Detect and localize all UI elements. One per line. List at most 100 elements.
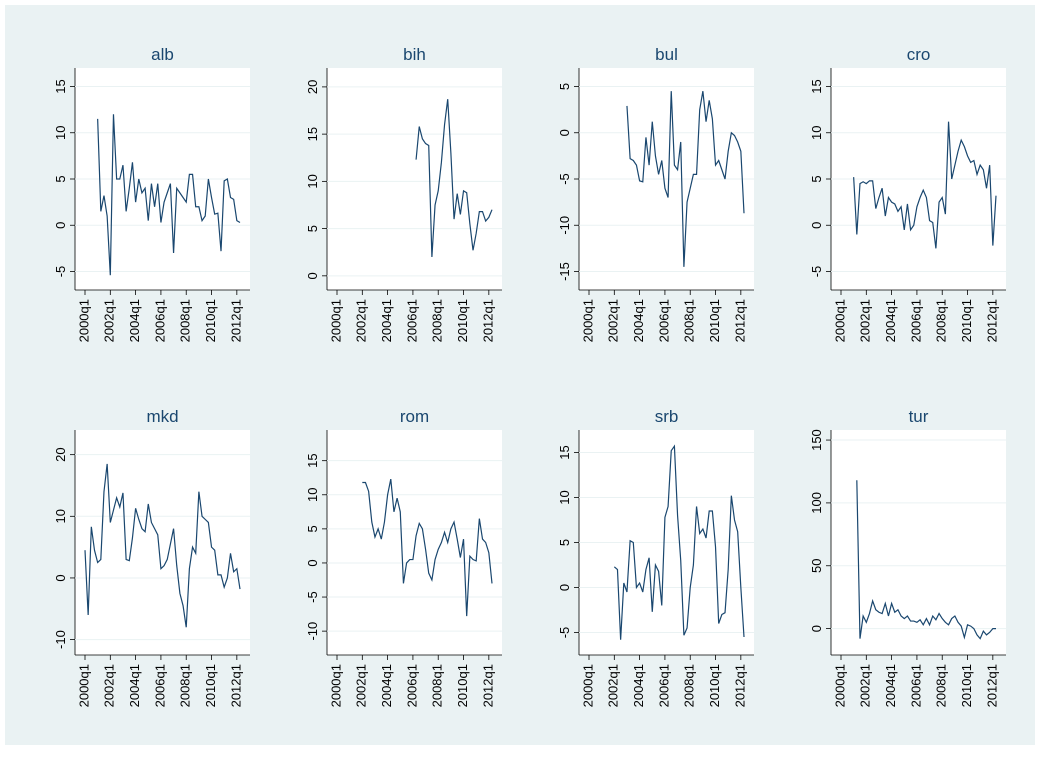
y-tick-label: 15 [53,79,68,93]
x-tick-label: 2012q1 [984,299,999,342]
y-tick-label: -5 [557,173,572,185]
panel-title: rom [400,407,429,426]
y-tick-label: 5 [557,539,572,546]
panel-title: bih [403,45,426,64]
x-tick-label: 2002q1 [606,299,621,342]
y-tick-label: 0 [809,222,824,229]
y-tick-label: 5 [557,83,572,90]
data-line [415,99,493,257]
x-tick-label: 2000q1 [580,664,595,707]
x-tick-label: 2006q1 [908,664,923,707]
y-tick-label: 20 [53,447,68,461]
y-tick-label: 0 [557,584,572,591]
data-line [613,444,745,640]
y-tick-label: 5 [809,175,824,182]
y-tick-label: 15 [809,79,824,93]
x-tick-label: 2012q1 [228,299,243,342]
x-tick-label: 2000q1 [76,664,91,707]
y-tick-label: 10 [305,174,320,188]
x-tick-label: 2004q1 [379,664,394,707]
y-tick-label: -10 [305,622,320,641]
x-tick-label: 2006q1 [152,664,167,707]
x-tick-label: 2002q1 [858,299,873,342]
y-tick-label: 15 [305,127,320,141]
x-tick-label: 2008q1 [682,299,697,342]
x-tick-label: 2012q1 [732,299,747,342]
y-tick-label: 5 [53,175,68,182]
x-tick-label: 2008q1 [934,299,949,342]
panel-title: tur [909,407,929,426]
x-tick-label: 2000q1 [76,299,91,342]
y-tick-label: 10 [305,488,320,502]
x-tick-label: 2000q1 [832,299,847,342]
panel-title: cro [907,45,931,64]
x-tick-label: 2000q1 [832,664,847,707]
x-tick-label: 2000q1 [328,299,343,342]
plot-area [75,430,250,655]
y-tick-label: 15 [557,445,572,459]
y-tick-label: 5 [305,225,320,232]
x-tick-label: 2010q1 [959,664,974,707]
x-tick-label: 2002q1 [858,664,873,707]
y-tick-label: -5 [809,266,824,278]
x-tick-label: 2000q1 [328,664,343,707]
x-tick-label: 2002q1 [606,664,621,707]
x-tick-label: 2002q1 [354,299,369,342]
y-tick-label: 10 [53,509,68,523]
y-tick-label: -5 [557,627,572,639]
x-tick-label: 2010q1 [455,664,470,707]
x-tick-label: 2006q1 [908,299,923,342]
y-tick-label: 10 [809,126,824,140]
x-tick-label: 2004q1 [883,299,898,342]
data-line [84,463,241,628]
plot-area [327,430,502,655]
y-tick-label: 0 [809,625,824,632]
x-tick-label: 2006q1 [656,664,671,707]
y-tick-label: 0 [305,559,320,566]
data-line [853,121,997,249]
x-tick-label: 2010q1 [707,664,722,707]
x-tick-label: 2010q1 [203,664,218,707]
x-tick-label: 2006q1 [404,299,419,342]
y-tick-label: -10 [557,216,572,235]
x-tick-label: 2008q1 [934,664,949,707]
data-line [856,480,996,640]
y-tick-label: -5 [53,266,68,278]
y-tick-label: 150 [809,429,824,451]
data-line [362,478,493,617]
x-tick-label: 2008q1 [682,664,697,707]
x-tick-label: 2010q1 [203,299,218,342]
y-tick-label: 10 [53,126,68,140]
x-tick-label: 2012q1 [480,299,495,342]
panel-title: srb [655,407,679,426]
panel-title: bul [655,45,678,64]
plot-area [831,430,1006,655]
x-tick-label: 2012q1 [984,664,999,707]
x-tick-label: 2004q1 [127,299,142,342]
x-tick-label: 2006q1 [656,299,671,342]
x-tick-label: 2004q1 [379,299,394,342]
y-tick-label: 10 [557,490,572,504]
panel-title: mkd [146,407,178,426]
x-tick-label: 2002q1 [102,664,117,707]
y-tick-label: 0 [53,222,68,229]
y-tick-label: -5 [305,591,320,603]
y-tick-label: -15 [557,262,572,281]
x-tick-label: 2004q1 [127,664,142,707]
x-tick-label: 2004q1 [631,299,646,342]
x-tick-label: 2012q1 [228,664,243,707]
y-tick-label: -10 [53,630,68,649]
x-tick-label: 2004q1 [631,664,646,707]
x-tick-label: 2002q1 [354,664,369,707]
data-line [626,91,745,267]
y-tick-label: 0 [53,574,68,581]
data-line [97,114,241,276]
x-tick-label: 2010q1 [455,299,470,342]
y-tick-label: 20 [305,80,320,94]
plot-area [327,68,502,290]
y-tick-label: 100 [809,492,824,514]
x-tick-label: 2006q1 [404,664,419,707]
y-tick-label: 50 [809,559,824,573]
